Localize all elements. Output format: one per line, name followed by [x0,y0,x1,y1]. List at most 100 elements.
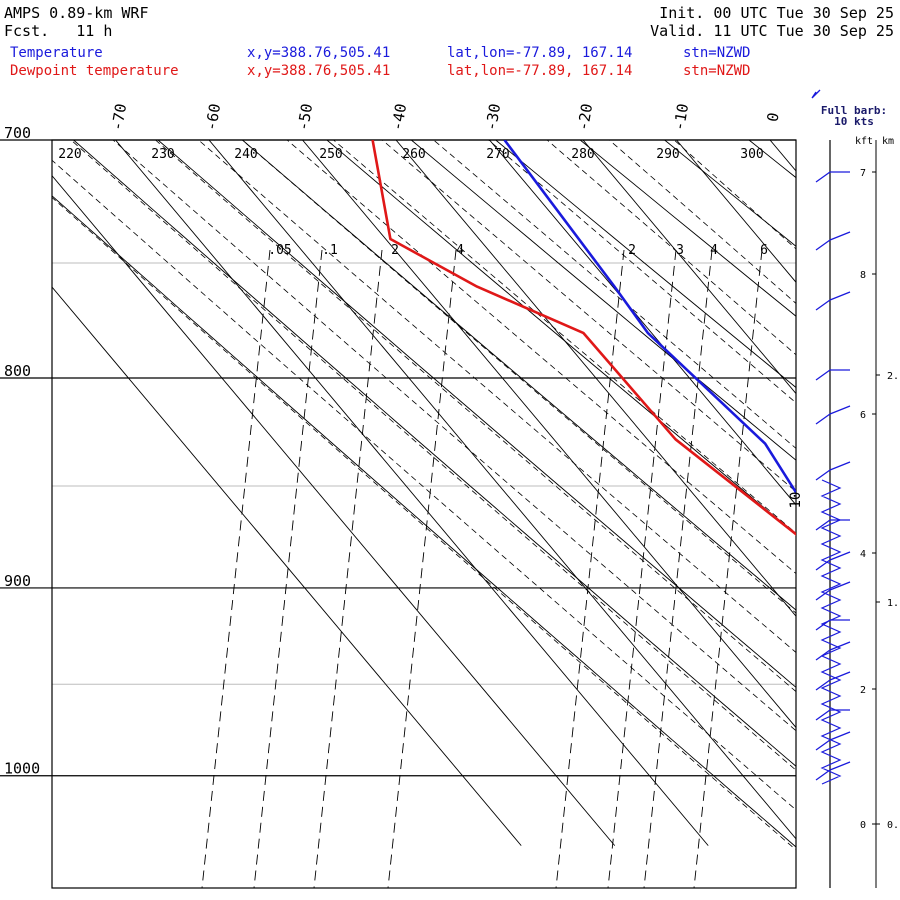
barb-flag [815,709,831,721]
pressure-label: 1000 [4,760,40,778]
moist-adiabat [52,159,796,811]
moist-adiabat [381,140,796,493]
barb-flag [815,679,831,691]
moist-adiabat [332,140,796,534]
mixing-ratio-label: 4 [456,243,464,258]
pressure-label: 900 [4,572,31,590]
pressure-label: 700 [4,124,31,142]
wind-barb [815,709,850,721]
kft-axis-label: kft [855,136,873,147]
dewpoint-legend-label: Dewpoint temperature [10,63,179,79]
moist-adiabat [546,140,796,356]
dry-adiabat [326,140,796,535]
barb-flag [815,413,831,425]
dewpoint-station: stn=NZWD [683,63,751,79]
barb-staff [829,671,851,681]
barb-flag [815,559,831,571]
temperature-station: stn=NZWD [683,45,751,61]
dry-adiabat [494,140,796,389]
theta-label: 290 [656,147,679,162]
temperature-profile [503,140,796,495]
legend-barb [811,89,821,99]
km-tick-label: 1. [887,598,899,609]
theta-label: 240 [234,147,257,162]
barb-flag [815,171,831,183]
temperature-tick-label: -60 [202,102,224,132]
dry-adiabat [241,140,796,611]
barb-flag [815,519,831,531]
theta-label: 270 [486,147,509,162]
wind-barb [815,761,851,781]
dry-adiabat [579,140,796,317]
barb-flag [815,769,831,781]
temperature-xy: x,y=388.76,505.41 [247,45,391,61]
valid-time: Valid. 11 UTC Tue 30 Sep 25 [650,22,894,40]
temperature-legend-label: Temperature [10,45,103,61]
mixing-ratio-line [253,249,323,888]
wind-barb-stack [820,479,842,785]
dry-adiabat [52,195,796,848]
mixing-ratio-label: .1 [322,243,338,258]
wind-barb [815,291,851,311]
km-axis-label: km [882,136,894,147]
isotherm-line [302,140,796,729]
theta-label: 250 [319,147,342,162]
theta-label: 230 [151,147,174,162]
moist-adiabat [608,140,796,304]
wind-barb [815,405,851,425]
dry-adiabat [748,140,796,179]
barb-staff [829,731,851,741]
isotherm-line [864,140,900,846]
barb-staff [829,581,851,591]
barb-staff [829,461,851,471]
mixing-ratio-label: .05 [268,243,291,258]
temperature-tick-label: -10 [670,102,692,132]
forecast-hour: Fcst. 11 h [4,22,113,40]
temperature-tick-label: -70 [108,102,130,132]
moist-adiabat [70,140,796,771]
wind-barb [815,671,851,691]
moist-adiabat [154,140,796,693]
barb-staff [829,405,851,415]
moist-adiabat [112,140,796,732]
mixing-ratio-label: 6 [760,243,768,258]
isotherm-line [115,140,709,846]
barb-flag [815,369,831,381]
temperature-tick-label: -20 [574,102,596,132]
plot-frame [51,139,797,889]
theta-label: 260 [402,147,425,162]
isotherm-line [52,175,616,846]
barb-staff [829,291,851,301]
mixing-ratio-label: 3 [676,243,684,258]
mixing-ratio-line [387,249,457,888]
isotherm-line [582,140,796,395]
barb-staff [829,641,851,651]
moist-adiabat [286,140,796,575]
barb-flag [815,299,831,311]
kft-tick-label: 4 [860,549,866,560]
theta-label: 300 [740,147,763,162]
dry-adiabat [732,0,900,880]
mixing-ratio-line [693,249,763,888]
wind-barb [815,731,851,751]
isotherm-line [52,286,522,846]
isotherm-line [676,140,796,283]
wind-barb [815,581,851,601]
wind-barb [815,551,851,571]
moist-adiabat [52,196,796,851]
mixing-ratio-label: 2 [391,243,399,258]
barb-flag [815,589,831,601]
wind-barb [815,171,850,183]
barb-legend-line1: Full barb: [821,104,887,117]
model-title: AMPS 0.89-km WRF [4,4,149,22]
dewpoint-latlon: lat,lon=-77.89, 167.14 [447,63,633,79]
barb-staff [829,231,851,241]
temperature-latlon: lat,lon=-77.89, 167.14 [447,45,633,61]
wind-barb [815,519,850,531]
temperature-tick-label: -50 [294,102,316,132]
pressure-label: 800 [4,362,31,380]
moist-adiabat [197,140,796,653]
dry-adiabat [72,140,796,767]
mixing-ratio-label: 2 [628,243,636,258]
